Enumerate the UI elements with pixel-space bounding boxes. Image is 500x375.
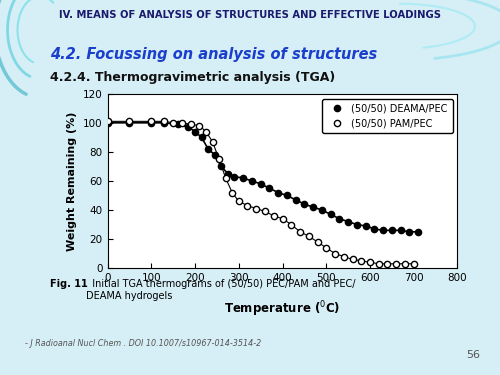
(50/50) PAM/PEC	[376, 261, 382, 266]
(50/50) DEAMA/PEC	[354, 222, 360, 227]
(50/50) DEAMA/PEC	[336, 216, 342, 221]
(50/50) DEAMA/PEC	[240, 176, 246, 180]
(50/50) PAM/PEC	[306, 234, 312, 238]
(50/50) DEAMA/PEC	[218, 164, 224, 169]
(50/50) PAM/PEC	[216, 157, 222, 161]
Text: 56: 56	[466, 350, 480, 360]
(50/50) DEAMA/PEC	[249, 179, 255, 183]
(50/50) DEAMA/PEC	[148, 121, 154, 125]
Legend: (50/50) DEAMA/PEC, (50/50) PAM/PEC: (50/50) DEAMA/PEC, (50/50) PAM/PEC	[322, 99, 452, 133]
(50/50) DEAMA/PEC	[192, 129, 198, 134]
(50/50) PAM/PEC	[358, 259, 364, 263]
Line: (50/50) PAM/PEC: (50/50) PAM/PEC	[104, 118, 417, 267]
(50/50) DEAMA/PEC	[362, 224, 368, 228]
(50/50) DEAMA/PEC	[232, 174, 237, 179]
(50/50) DEAMA/PEC	[284, 193, 290, 198]
Text: - J Radioanal Nucl Chem . DOI 10.1007/s10967-014-3514-2: - J Radioanal Nucl Chem . DOI 10.1007/s1…	[25, 339, 261, 348]
(50/50) PAM/PEC	[410, 261, 416, 266]
(50/50) DEAMA/PEC	[205, 147, 211, 151]
(50/50) PAM/PEC	[126, 119, 132, 124]
(50/50) DEAMA/PEC	[186, 125, 192, 129]
(50/50) DEAMA/PEC	[415, 230, 421, 234]
(50/50) DEAMA/PEC	[126, 121, 132, 125]
(50/50) DEAMA/PEC	[380, 228, 386, 232]
(50/50) PAM/PEC	[350, 257, 356, 262]
(50/50) DEAMA/PEC	[292, 198, 298, 202]
(50/50) DEAMA/PEC	[212, 153, 218, 157]
(50/50) DEAMA/PEC	[275, 190, 281, 195]
(50/50) DEAMA/PEC	[258, 182, 264, 186]
(50/50) PAM/PEC	[314, 240, 320, 244]
(50/50) DEAMA/PEC	[345, 219, 351, 224]
(50/50) DEAMA/PEC	[398, 228, 404, 232]
Text: IV. MEANS OF ANALYSIS OF STRUCTURES AND EFFECTIVE LOADINGS: IV. MEANS OF ANALYSIS OF STRUCTURES AND …	[59, 10, 441, 20]
(50/50) DEAMA/PEC	[302, 202, 308, 206]
(50/50) PAM/PEC	[179, 121, 185, 125]
(50/50) PAM/PEC	[148, 119, 154, 124]
(50/50) PAM/PEC	[323, 246, 329, 250]
(50/50) DEAMA/PEC	[319, 208, 325, 212]
(50/50) PAM/PEC	[402, 261, 408, 266]
Text: Fig. 11: Fig. 11	[50, 279, 88, 290]
(50/50) PAM/PEC	[203, 129, 209, 134]
(50/50) PAM/PEC	[104, 119, 110, 124]
(50/50) DEAMA/PEC	[310, 205, 316, 209]
(50/50) PAM/PEC	[162, 119, 168, 124]
(50/50) DEAMA/PEC	[266, 186, 272, 190]
(50/50) DEAMA/PEC	[225, 171, 231, 176]
(50/50) DEAMA/PEC	[198, 135, 204, 140]
(50/50) PAM/PEC	[393, 261, 399, 266]
(50/50) PAM/PEC	[367, 260, 373, 265]
(50/50) PAM/PEC	[332, 251, 338, 256]
(50/50) PAM/PEC	[384, 261, 390, 266]
Text: Initial TGA thermograms of (50/50) PEC/PAM and PEC/
DEAMA hydrogels: Initial TGA thermograms of (50/50) PEC/P…	[86, 279, 355, 301]
Text: 4.2.4. Thermogravimetric analysis (TGA): 4.2.4. Thermogravimetric analysis (TGA)	[50, 71, 335, 84]
(50/50) DEAMA/PEC	[162, 121, 168, 125]
Line: (50/50) DEAMA/PEC: (50/50) DEAMA/PEC	[104, 120, 421, 235]
(50/50) DEAMA/PEC	[372, 226, 378, 231]
(50/50) DEAMA/PEC	[104, 121, 110, 125]
(50/50) DEAMA/PEC	[174, 122, 180, 126]
(50/50) PAM/PEC	[271, 214, 277, 218]
(50/50) PAM/PEC	[288, 222, 294, 227]
(50/50) PAM/PEC	[253, 206, 259, 211]
(50/50) PAM/PEC	[229, 190, 235, 195]
(50/50) DEAMA/PEC	[406, 230, 412, 234]
(50/50) DEAMA/PEC	[389, 228, 395, 232]
(50/50) PAM/PEC	[280, 216, 285, 221]
Y-axis label: Weight Remaining (%): Weight Remaining (%)	[68, 111, 78, 251]
(50/50) PAM/PEC	[170, 121, 176, 125]
(50/50) PAM/PEC	[244, 203, 250, 208]
(50/50) DEAMA/PEC	[328, 212, 334, 217]
(50/50) PAM/PEC	[236, 199, 242, 204]
(50/50) PAM/PEC	[222, 176, 228, 180]
(50/50) PAM/PEC	[196, 123, 202, 128]
(50/50) PAM/PEC	[210, 140, 216, 144]
(50/50) PAM/PEC	[188, 122, 194, 126]
(50/50) PAM/PEC	[297, 230, 303, 234]
Text: Temperature ($^0$C): Temperature ($^0$C)	[224, 300, 340, 319]
(50/50) PAM/PEC	[341, 254, 347, 259]
Text: 4.2. Focussing on analysis of structures: 4.2. Focussing on analysis of structures	[50, 47, 378, 62]
(50/50) PAM/PEC	[262, 209, 268, 214]
